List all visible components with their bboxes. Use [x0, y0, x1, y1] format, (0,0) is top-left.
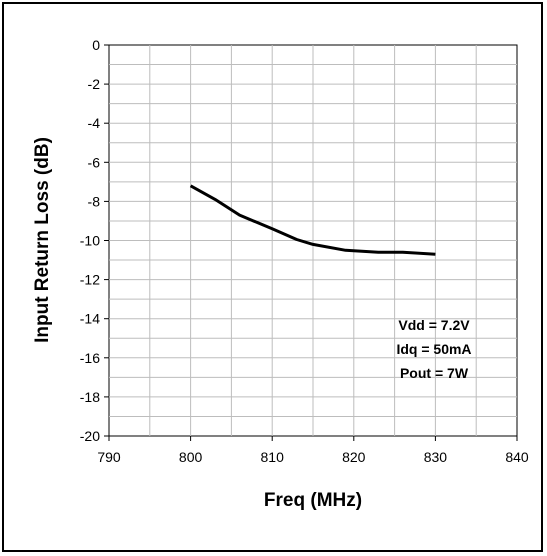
y-tick-label: -16 [80, 350, 100, 366]
x-tick-label: 840 [505, 449, 529, 465]
y-tick-label: 0 [92, 37, 100, 53]
x-tick-label: 790 [97, 449, 121, 465]
y-tick-label: -14 [80, 311, 100, 327]
y-tick-label: -18 [80, 389, 100, 405]
x-axis-title: Freq (MHz) [264, 490, 362, 511]
annotation-idq: Idq = 50mA [396, 341, 471, 357]
y-tick-label: -6 [88, 154, 101, 170]
gridlines [109, 45, 517, 436]
y-tick-label: -8 [88, 193, 101, 209]
x-tick-label: 810 [261, 449, 285, 465]
y-axis-ticks: 0 -2 -4 -6 -8 -10 -12 -14 -16 -18 -20 [80, 37, 109, 444]
x-tick-label: 800 [179, 449, 203, 465]
annotation-pout: Pout = 7W [400, 365, 469, 381]
y-tick-label: -20 [80, 428, 100, 444]
series-line [189, 184, 436, 256]
annotation-box: Vdd = 7.2V Idq = 50mA Pout = 7W [396, 317, 471, 381]
y-axis-title: Input Return Loss (dB) [32, 137, 53, 343]
y-tick-label: -12 [80, 272, 100, 288]
y-tick-label: -10 [80, 233, 100, 249]
y-tick-label: -4 [88, 115, 101, 131]
x-axis-ticks: 790 800 810 820 830 840 [97, 436, 529, 465]
x-tick-label: 820 [342, 449, 366, 465]
y-tick-label: -2 [88, 76, 101, 92]
annotation-vdd: Vdd = 7.2V [398, 317, 470, 333]
x-tick-label: 830 [424, 449, 448, 465]
